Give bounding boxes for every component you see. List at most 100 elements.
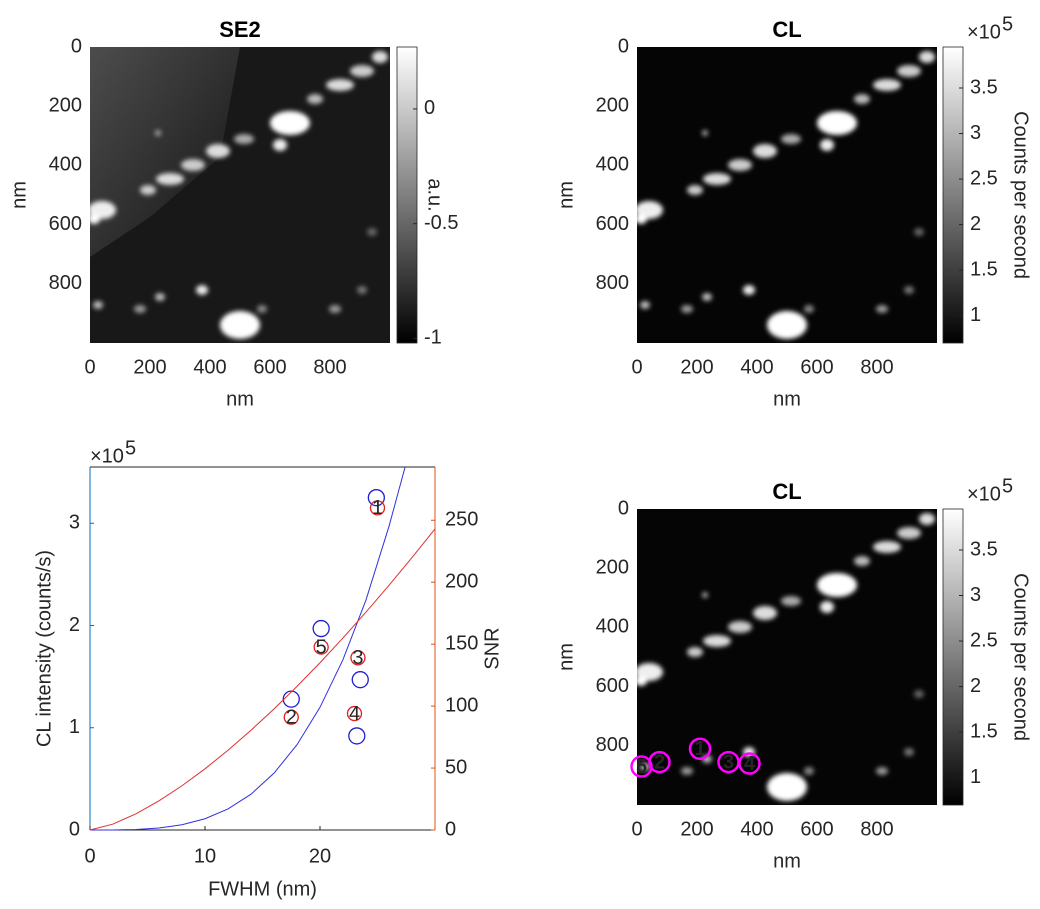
image-background (637, 509, 937, 805)
x-axis-label: nm (226, 388, 254, 410)
image-background (637, 47, 937, 343)
colorbar-tick-label: 3 (970, 122, 981, 144)
y-tick-label: 400 (596, 616, 629, 638)
y-tick-label: 600 (596, 213, 629, 235)
x-tick-label: 0 (84, 845, 95, 867)
y-axis-label: nm (8, 181, 30, 209)
y-tick-label: 400 (596, 154, 629, 176)
x-tick-label: 800 (860, 356, 893, 378)
point-label: 4 (349, 703, 360, 725)
x-tick-label: 0 (84, 356, 95, 378)
y2-tick-label: 0 (445, 818, 456, 840)
colorbar-tick-label: 1.5 (970, 720, 998, 742)
colorbar-tick-label: 3.5 (970, 538, 998, 560)
point-label: 1 (372, 497, 383, 519)
x-tick-label: 600 (800, 818, 833, 840)
data-point (312, 619, 330, 638)
x-tick-label: 200 (680, 356, 713, 378)
marker-label: 2 (654, 751, 665, 773)
colorbar-tick-label: 2 (970, 213, 981, 235)
y2-tick-label: 150 (445, 632, 478, 654)
y-axis-label: CL intensity (counts/s) (33, 550, 55, 747)
colorbar-tick-label: 3 (970, 584, 981, 606)
marker-circle (630, 755, 653, 778)
data-point (367, 489, 386, 507)
x-tick-label: 600 (800, 356, 833, 378)
x-axis-label: nm (773, 388, 801, 410)
x-tick-label: 600 (253, 356, 286, 378)
y-tick-label: 1 (69, 716, 80, 738)
data-point (369, 500, 386, 516)
data-point (348, 727, 366, 745)
panel-title: SE2 (219, 17, 261, 42)
panel-title: CL (772, 479, 801, 504)
y2-tick-label: 250 (445, 509, 478, 531)
point-label: 5 (316, 636, 327, 658)
exponent-power: 5 (125, 437, 136, 459)
y-tick-label: 600 (49, 213, 82, 235)
y-tick-label: 600 (596, 675, 629, 697)
colorbar-tick-label: 1 (970, 766, 981, 788)
colorbar-tick-label: 2.5 (970, 167, 998, 189)
x-tick-label: 0 (631, 356, 642, 378)
x-axis-label: nm (773, 850, 801, 872)
x-tick-label: 10 (194, 845, 216, 867)
marker-label: 5 (636, 756, 647, 778)
y-tick-label: 200 (49, 94, 82, 116)
y-tick-label: 800 (596, 734, 629, 756)
exponent-power: 5 (1002, 13, 1013, 35)
data-point (350, 650, 366, 666)
exponent-base: ×10 (967, 21, 1001, 43)
y-axis-label: nm (555, 643, 577, 671)
y-tick-label: 400 (49, 154, 82, 176)
y-tick-label: 800 (596, 272, 629, 294)
point-label: 3 (352, 647, 363, 669)
x-tick-label: 400 (193, 356, 226, 378)
colorbar-tick-label: 2 (970, 675, 981, 697)
y-tick-label: 2 (69, 614, 80, 636)
y-tick-label: 0 (69, 818, 80, 840)
marker-label: 4 (744, 753, 756, 775)
x-axis-label: FWHM (nm) (208, 878, 317, 900)
colorbar-tick-label: 1 (970, 304, 981, 326)
data-point (283, 709, 299, 725)
x-tick-label: 200 (133, 356, 166, 378)
image-haze (90, 47, 240, 257)
y2-tick-label: 50 (445, 756, 467, 778)
colorbar-tick-label: 3.5 (970, 76, 998, 98)
marker-label: 1 (694, 738, 705, 760)
colorbar-tick-label: 1.5 (970, 258, 998, 280)
data-point (346, 705, 363, 722)
x-tick-label: 800 (313, 356, 346, 378)
exponent-power: 5 (1002, 475, 1013, 497)
x-tick-label: 400 (740, 356, 773, 378)
y2-axis-label: SNR (481, 627, 503, 669)
colorbar (942, 508, 964, 806)
fit-curve (89, 528, 436, 831)
data-point (282, 690, 300, 708)
panel-title: CL (772, 17, 801, 42)
colorbar (942, 46, 964, 344)
colorbar-label: Counts per second (1010, 573, 1032, 741)
colorbar-tick-label: -1 (424, 327, 442, 349)
y-axis-label: nm (555, 181, 577, 209)
x-tick-label: 20 (309, 845, 331, 867)
colorbar-label: a.u. (424, 178, 446, 211)
point-label: 2 (286, 707, 297, 729)
data-point (351, 671, 369, 689)
colorbar (396, 46, 418, 344)
y2-tick-label: 100 (445, 694, 478, 716)
colorbar-tick-label: -0.5 (424, 212, 458, 234)
colorbar-label: Counts per second (1010, 111, 1032, 279)
x-tick-label: 200 (680, 818, 713, 840)
exponent-base: ×10 (967, 483, 1001, 505)
y-tick-label: 0 (618, 35, 629, 57)
colorbar-tick-label: 2.5 (970, 629, 998, 651)
y-tick-label: 200 (596, 94, 629, 116)
marker-circle (738, 752, 761, 775)
marker-circle (688, 737, 712, 761)
x-tick-label: 400 (740, 818, 773, 840)
y2-tick-label: 200 (445, 570, 478, 592)
data-point (313, 639, 329, 655)
